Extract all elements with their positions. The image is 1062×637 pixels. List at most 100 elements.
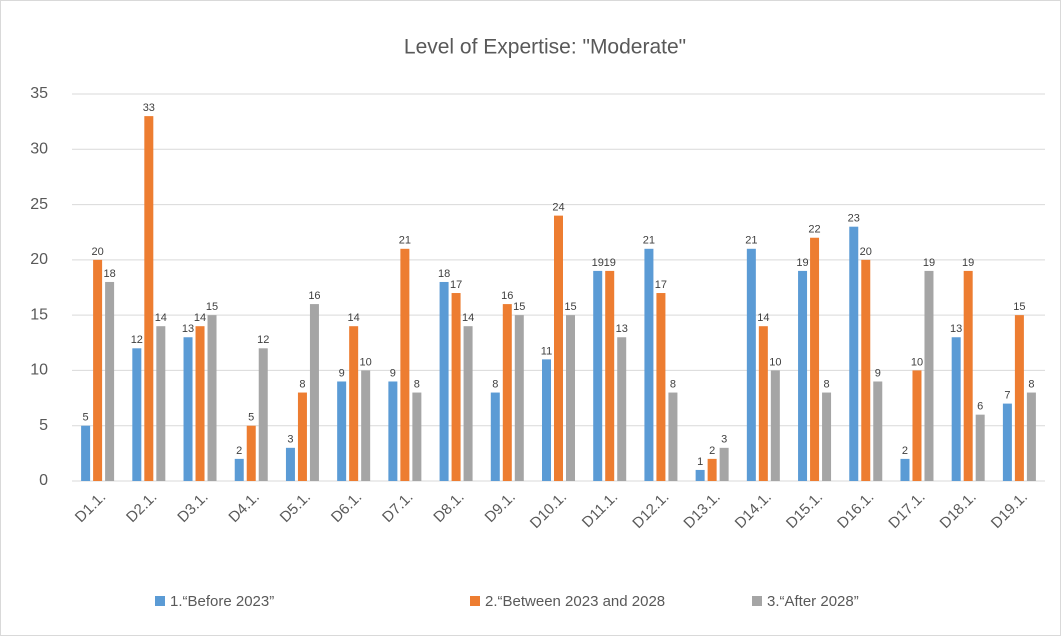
bar (463, 326, 473, 481)
value-label: 16 (501, 290, 513, 302)
bar (605, 270, 615, 481)
bar (144, 116, 154, 481)
bar (258, 348, 268, 481)
bar (1002, 403, 1012, 481)
y-tick-label: 15 (30, 306, 48, 323)
value-label: 13 (616, 323, 628, 335)
value-label: 21 (745, 235, 757, 247)
value-label: 2 (709, 445, 715, 457)
bar (617, 337, 627, 481)
bar (337, 381, 347, 481)
bar (81, 425, 91, 481)
bar (873, 381, 883, 481)
bar (412, 392, 422, 481)
bar (810, 237, 820, 481)
value-label: 21 (399, 235, 411, 247)
value-label: 24 (552, 202, 564, 214)
value-label: 20 (860, 246, 872, 258)
bar (719, 447, 729, 481)
value-label: 18 (438, 268, 450, 280)
value-label: 2 (902, 445, 908, 457)
value-label: 15 (206, 301, 218, 313)
bar (912, 370, 922, 481)
value-label: 19 (962, 257, 974, 269)
bar (349, 326, 359, 481)
value-label: 15 (513, 301, 525, 313)
bar (309, 304, 319, 481)
value-label: 10 (911, 356, 923, 368)
bar (285, 447, 295, 481)
value-label: 13 (950, 323, 962, 335)
value-label: 19 (796, 257, 808, 269)
bar (975, 414, 985, 481)
value-label: 9 (390, 367, 396, 379)
bar (361, 370, 371, 481)
bar (566, 315, 575, 481)
value-label: 14 (194, 312, 206, 324)
bar (502, 304, 512, 481)
value-label: 14 (462, 312, 474, 324)
bar (951, 337, 961, 481)
value-label: 1 (697, 456, 703, 468)
value-label: 3 (721, 434, 727, 446)
value-label: 10 (769, 356, 781, 368)
value-label: 33 (143, 102, 155, 114)
bar (861, 259, 871, 481)
legend-swatch (470, 596, 480, 606)
value-label: 19 (604, 257, 616, 269)
bar (132, 348, 142, 481)
value-label: 14 (155, 312, 167, 324)
value-label: 2 (236, 445, 242, 457)
value-label: 19 (592, 257, 604, 269)
bar (822, 392, 832, 481)
bar (542, 359, 551, 481)
value-label: 19 (923, 257, 935, 269)
bar (593, 270, 603, 481)
value-label: 9 (875, 367, 881, 379)
value-label: 22 (808, 224, 820, 236)
bar (707, 458, 717, 481)
value-label: 8 (823, 378, 829, 390)
bar (105, 281, 115, 481)
value-label: 7 (1004, 390, 1010, 402)
value-label: 12 (131, 334, 143, 346)
bar (644, 248, 654, 481)
legend-label: 2.“Between 2023 and 2028 (485, 593, 665, 610)
y-tick-label: 5 (39, 417, 48, 434)
value-label: 20 (91, 246, 103, 258)
value-label: 9 (339, 367, 345, 379)
bar (514, 315, 524, 481)
bar (156, 326, 166, 481)
bar (656, 293, 666, 481)
value-label: 8 (492, 378, 498, 390)
value-label: 14 (757, 312, 769, 324)
y-tick-label: 25 (30, 196, 48, 213)
bar (849, 226, 859, 481)
bar (798, 270, 808, 481)
y-tick-label: 30 (30, 141, 48, 158)
value-label: 14 (348, 312, 360, 324)
legend-label: 1.“Before 2023” (170, 593, 274, 610)
legend-label: 3.“After 2028” (767, 593, 859, 610)
bar (451, 293, 461, 481)
bar (1014, 315, 1024, 481)
bar (963, 270, 973, 481)
value-label: 10 (360, 356, 372, 368)
value-label: 5 (248, 412, 254, 424)
y-tick-label: 10 (30, 362, 48, 379)
y-tick-label: 35 (30, 85, 48, 102)
y-tick-label: 0 (39, 472, 48, 489)
bar (183, 337, 193, 481)
bar (400, 248, 410, 481)
legend-swatch (155, 596, 165, 606)
value-label: 8 (670, 378, 676, 390)
value-label: 11 (541, 345, 552, 357)
bar (695, 469, 705, 481)
bar (439, 281, 449, 481)
bar (758, 326, 768, 481)
chart-title: Level of Expertise: "Moderate" (404, 36, 686, 59)
bar (297, 392, 307, 481)
value-label: 16 (308, 290, 320, 302)
